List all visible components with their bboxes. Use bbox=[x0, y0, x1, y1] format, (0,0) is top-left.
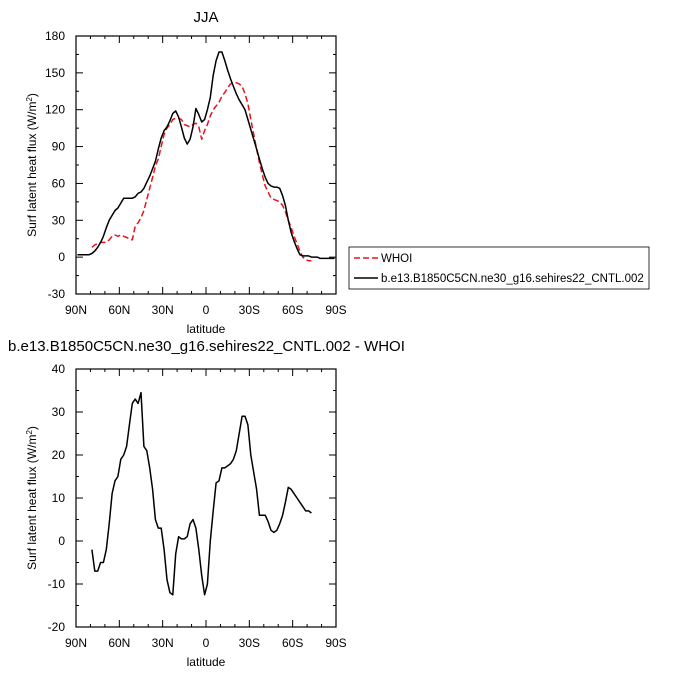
panel1-series-group bbox=[77, 51, 335, 262]
legend-box bbox=[348, 246, 650, 290]
panel2-title: b.e13.B1850C5CN.ne30_g16.sehires22_CNTL.… bbox=[8, 338, 405, 355]
panel2-ytick-label: 30 bbox=[52, 405, 66, 419]
panel1-y-ticks: -30 0 30 60 90 120 150 180 bbox=[45, 29, 336, 301]
panel1-x-ticks: 90N 60N 30N 0 30S 60S 90S bbox=[65, 36, 347, 317]
panel1-ytick-label: 120 bbox=[45, 103, 65, 117]
panel1-plot-frame bbox=[75, 35, 337, 295]
panel1-ylabel-superscript: 2 bbox=[25, 97, 34, 102]
panel2-ylabel: Surf latent heat flux (W/m2) bbox=[25, 426, 39, 570]
panel2-ytick-label: -20 bbox=[48, 620, 66, 634]
panel1-ytick-label: -30 bbox=[48, 287, 66, 301]
panel1-xtick-label: 30N bbox=[152, 303, 174, 317]
panel1-xtick-label: 0 bbox=[203, 303, 210, 317]
panel2-ylabel-text: Surf latent heat flux (W/m bbox=[25, 435, 39, 570]
panel2-xtick-label: 0 bbox=[203, 636, 210, 650]
panel2-series-group bbox=[91, 391, 312, 596]
panel2-xtick-label: 60N bbox=[108, 636, 130, 650]
panel1-ytick-label: 180 bbox=[45, 29, 65, 43]
panel1-ytick-label: 0 bbox=[58, 250, 65, 264]
panel2-xtick-label: 90S bbox=[325, 636, 346, 650]
panel1-xtick-label: 90N bbox=[65, 303, 87, 317]
panel1-series-0-line bbox=[91, 81, 312, 262]
panel2-xtick-label: 60S bbox=[282, 636, 303, 650]
panel2-xtick-label: 30S bbox=[239, 636, 260, 650]
panel2-ytick-label: 40 bbox=[52, 362, 66, 376]
legend-label-model: b.e13.B1850C5CN.ne30_g16.sehires22_CNTL.… bbox=[381, 273, 644, 285]
panel1-ytick-label: 150 bbox=[45, 66, 65, 80]
panel2-ytick-label: 20 bbox=[52, 448, 66, 462]
panel1-xtick-label: 30S bbox=[239, 303, 260, 317]
panel1-xtick-label: 90S bbox=[325, 303, 346, 317]
panel2-xtick-label: 90N bbox=[65, 636, 87, 650]
panel1-ylabel: Surf latent heat flux (W/m2) bbox=[25, 93, 39, 237]
panel1-xtick-label: 60N bbox=[108, 303, 130, 317]
panel1-series-1-line bbox=[77, 51, 335, 260]
panel1-ylabel-close: ) bbox=[25, 93, 39, 97]
panel2-ytick-label: 0 bbox=[58, 534, 65, 548]
panel2-ylabel-superscript: 2 bbox=[25, 430, 34, 435]
panel2-ytick-label: 10 bbox=[52, 491, 66, 505]
panel1-ytick-label: 90 bbox=[52, 140, 66, 154]
panel1-title: JJA bbox=[193, 9, 218, 26]
panel1-xlabel: latitude bbox=[187, 322, 226, 336]
legend: WHOI b.e13.B1850C5CN.ne30_g16.sehires22_… bbox=[348, 246, 650, 290]
panel2-xlabel: latitude bbox=[187, 655, 226, 669]
panel2-ylabel-close: ) bbox=[25, 426, 39, 430]
legend-label-whoi: WHOI bbox=[381, 253, 412, 265]
panel1-ylabel-text: Surf latent heat flux (W/m bbox=[25, 102, 39, 237]
panel1-xtick-label: 60S bbox=[282, 303, 303, 317]
panel2-xtick-label: 30N bbox=[152, 636, 174, 650]
panel1-ytick-label: 30 bbox=[52, 213, 66, 227]
panel2-y-ticks: -20 -10 0 10 20 30 40 bbox=[48, 362, 336, 634]
panel2-ytick-label: -10 bbox=[48, 577, 66, 591]
panel2-x-ticks: 90N 60N 30N 0 30S 60S 90S bbox=[65, 369, 347, 650]
panel2-series-0-line bbox=[91, 391, 312, 596]
panel1-ytick-label: 60 bbox=[52, 176, 66, 190]
